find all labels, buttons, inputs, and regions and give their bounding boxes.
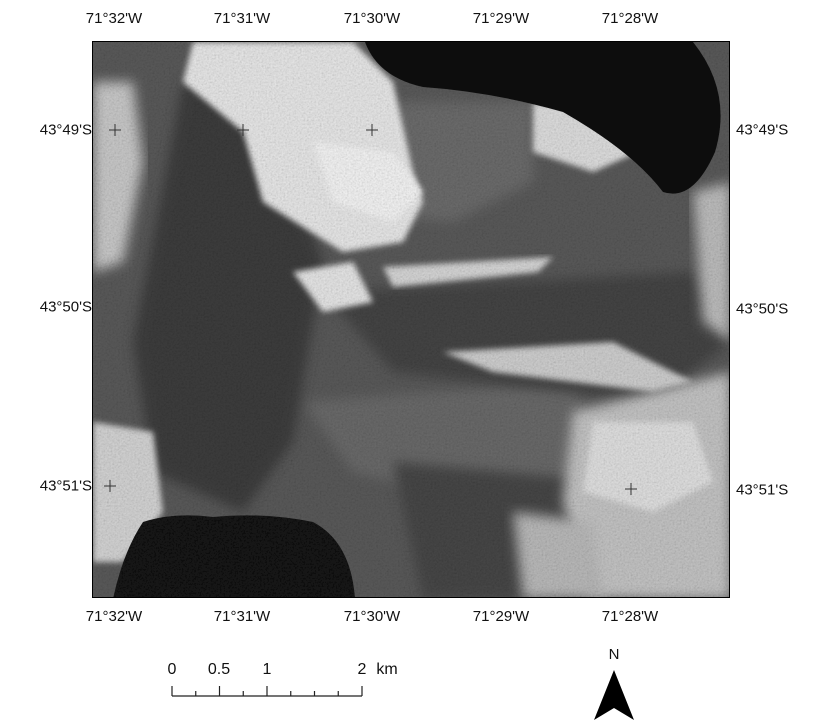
top-longitude-label: 71°28'W bbox=[601, 10, 659, 27]
north-label: N bbox=[608, 646, 620, 663]
right-latitude-label: 43°50'S bbox=[736, 300, 789, 318]
left-latitude-label: 43°50'S bbox=[39, 298, 92, 316]
left-latitude-label: 43°49'S bbox=[39, 121, 92, 139]
scale-bar-label: 0 bbox=[167, 661, 177, 678]
bottom-longitude-label: 71°32'W bbox=[85, 608, 143, 625]
north-arrow-icon bbox=[594, 670, 634, 720]
satellite-map[interactable] bbox=[92, 41, 730, 598]
left-latitude-label: 43°51'S bbox=[39, 477, 92, 495]
bottom-longitude-label: 71°31'W bbox=[213, 608, 271, 625]
scale-bar-unit: km bbox=[376, 661, 398, 678]
scale-bar bbox=[171, 686, 363, 697]
top-longitude-label: 71°29'W bbox=[472, 10, 530, 27]
bottom-longitude-label: 71°28'W bbox=[601, 608, 659, 625]
right-latitude-label: 43°51'S bbox=[736, 481, 789, 499]
right-latitude-label: 43°49'S bbox=[736, 121, 789, 139]
bottom-longitude-label: 71°30'W bbox=[343, 608, 401, 625]
top-longitude-label: 71°32'W bbox=[85, 10, 143, 27]
top-longitude-label: 71°30'W bbox=[343, 10, 401, 27]
graticule-crosses bbox=[104, 124, 637, 495]
scale-bar-label: 0.5 bbox=[207, 661, 231, 678]
bottom-longitude-label: 71°29'W bbox=[472, 608, 530, 625]
scale-bar-label: 2 bbox=[357, 661, 367, 678]
scale-bar-label: 1 bbox=[262, 661, 272, 678]
top-longitude-label: 71°31'W bbox=[213, 10, 271, 27]
satellite-imagery bbox=[93, 42, 729, 597]
